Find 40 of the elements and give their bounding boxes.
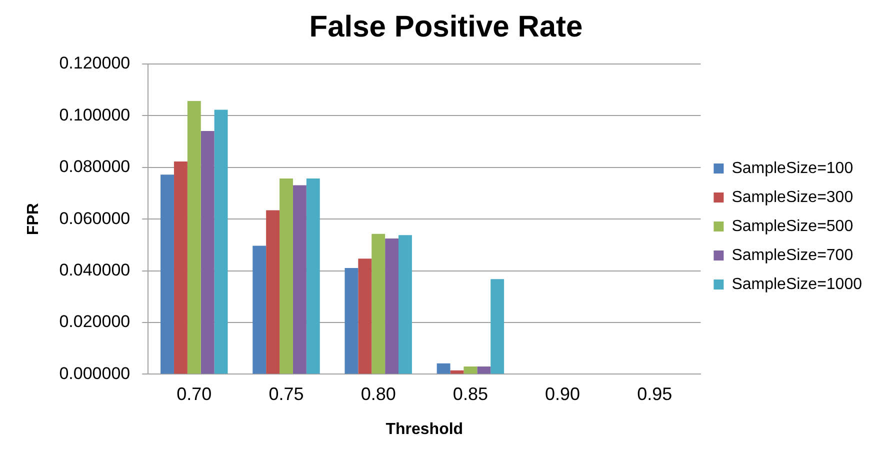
bar	[490, 279, 504, 374]
bar	[266, 210, 280, 374]
bar	[464, 366, 478, 374]
bar	[280, 178, 293, 374]
bar	[477, 366, 491, 374]
y-tick-label: 0.080000	[59, 157, 130, 176]
bar	[187, 100, 201, 374]
y-tick-label: 0.060000	[59, 208, 130, 228]
legend-label: SampleSize=300	[732, 188, 854, 206]
bar	[174, 161, 188, 374]
bar	[436, 363, 450, 374]
bar	[372, 234, 386, 374]
x-tick-label: 0.70	[176, 384, 212, 404]
bar	[385, 238, 399, 374]
bar	[160, 174, 174, 374]
legend-label: SampleSize=1000	[732, 276, 862, 293]
chart-title: False Positive Rate	[309, 10, 583, 44]
y-tick-label: 0.020000	[59, 312, 130, 332]
y-tick-label: 0.040000	[59, 260, 130, 280]
bar	[292, 185, 306, 374]
x-tick-label: 0.75	[268, 384, 304, 404]
bar	[252, 246, 266, 374]
legend-label: SampleSize=100	[732, 160, 854, 177]
bar	[200, 130, 214, 374]
y-tick-label: 0.100000	[59, 105, 130, 124]
bar	[398, 235, 412, 374]
bar	[358, 258, 372, 374]
bar	[344, 268, 358, 374]
x-axis-title: Threshold	[386, 420, 464, 438]
x-tick-label: 0.90	[545, 384, 580, 404]
legend-label: SampleSize=700	[732, 246, 854, 264]
legend-label: SampleSize=500	[732, 218, 854, 235]
bar	[214, 110, 228, 374]
x-tick-label: 0.95	[637, 384, 672, 404]
bar	[306, 178, 320, 374]
y-tick-label: 0.000000	[59, 364, 130, 383]
y-axis-title: FPR	[25, 202, 42, 236]
x-tick-label: 0.80	[360, 384, 396, 404]
y-tick-label: 0.120000	[59, 54, 130, 73]
x-tick-label: 0.85	[452, 384, 488, 404]
